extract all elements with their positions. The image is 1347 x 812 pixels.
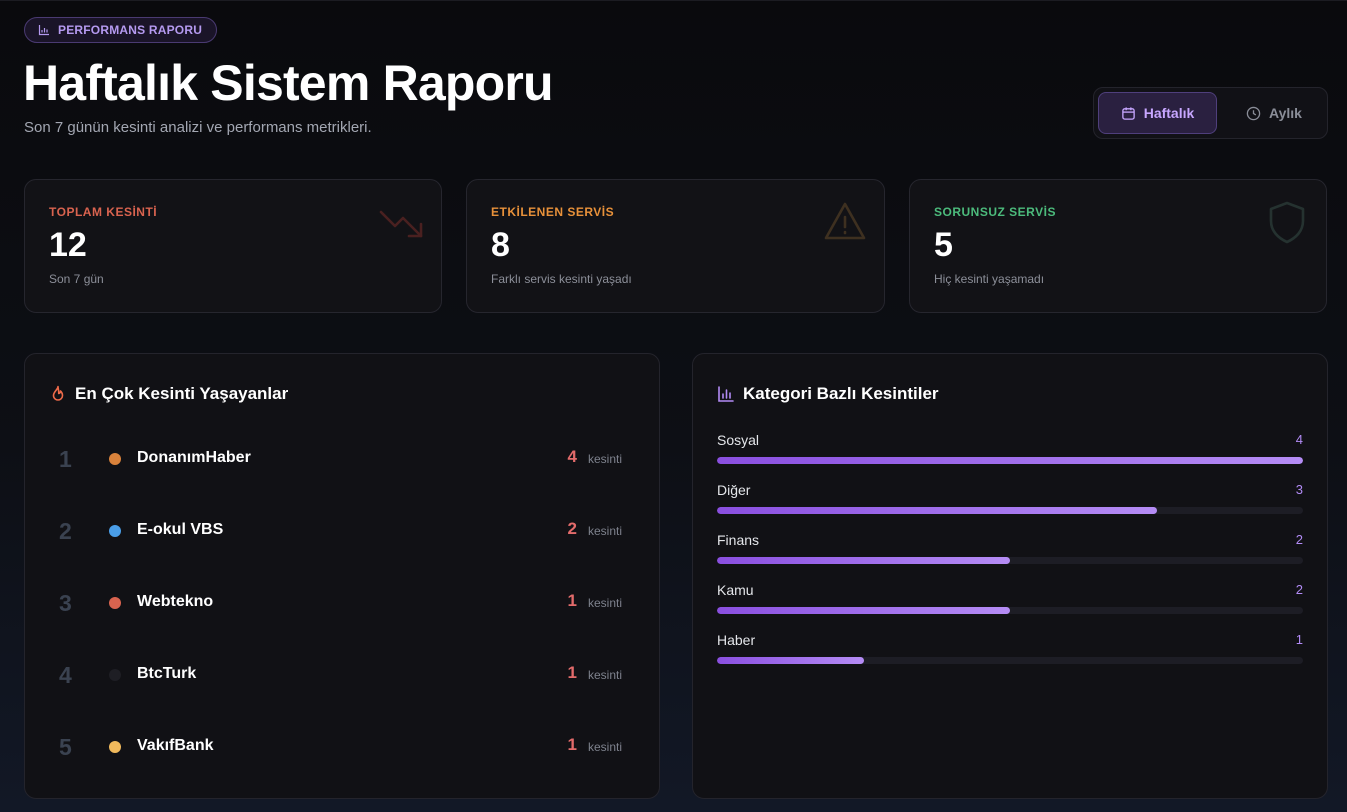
service-color-dot [109,669,121,681]
top-outages-title-text: En Çok Kesinti Yaşayanlar [75,384,289,403]
outage-unit: kesinti [587,740,622,754]
category-bar-track [717,557,1303,564]
list-item[interactable]: 1 DonanımHaber 4 kesinti [25,422,659,494]
category-label: Diğer [717,482,751,498]
service-name: DonanımHaber [137,449,251,466]
category-value: 3 [1295,482,1303,497]
page-subtitle: Son 7 günün kesinti analizi ve performan… [24,119,372,136]
outage-unit: kesinti [587,596,622,610]
list-item[interactable]: 5 VakıfBank 1 kesinti [25,710,659,782]
trending-down-icon [379,210,423,238]
outage-count: 4 [567,447,577,466]
service-color-dot [109,597,121,609]
tab-weekly-label: Haftalık [1143,105,1195,121]
outage-count: 1 [567,735,577,754]
tab-monthly-label: Aylık [1269,105,1302,121]
category-row: Kamu 2 [717,580,1303,630]
categories-panel: Kategori Bazlı Kesintiler Sosyal 4 Diğer 3 F… [692,353,1328,799]
service-name: VakıfBank [137,737,214,754]
category-bar-track [717,607,1303,614]
service-color-dot [109,525,121,537]
badge-label: PERFORMANS RAPORU [58,23,203,37]
service-name: BtcTurk [137,665,197,682]
category-row: Sosyal 4 [717,430,1303,480]
outage-unit: kesinti [587,452,622,466]
top-outages-title: En Çok Kesinti Yaşayanlar [49,384,288,404]
list-item[interactable]: 4 BtcTurk 1 kesinti [25,638,659,710]
rank-number: 1 [59,446,72,472]
top-outages-list: 1 DonanımHaber 4 kesinti 2 E-okul VBS 2 kesinti… [25,422,659,782]
outage-unit: kesinti [587,524,622,538]
bar-chart-icon [718,386,734,402]
category-bar-fill [717,457,1303,464]
outage-count: 2 [567,519,577,538]
stat-value: 8 [491,226,510,264]
stat-card-healthy-services: SORUNSUZ SERVİS 5 Hiç kesinti yaşamadı [909,179,1327,313]
top-border [0,0,1347,1]
category-label: Sosyal [717,432,760,448]
categories-title-text: Kategori Bazlı Kesintiler [743,384,939,403]
category-bar-fill [717,557,1010,564]
list-item[interactable]: 3 Webtekno 1 kesinti [25,566,659,638]
category-value: 1 [1295,632,1303,647]
rank-number: 2 [59,518,72,544]
service-name: E-okul VBS [137,521,224,538]
stat-note: Hiç kesinti yaşamadı [934,272,1045,286]
service-color-dot [109,741,121,753]
page-title: Haftalık Sistem Raporu [23,55,554,111]
rank-number: 5 [59,734,72,760]
stat-value: 5 [934,226,953,264]
category-value: 2 [1295,532,1303,547]
category-value: 2 [1295,582,1303,597]
category-label: Kamu [717,582,754,598]
period-toggle: Haftalık Aylık [1093,87,1328,139]
category-label: Finans [717,532,760,548]
shield-icon [1269,201,1305,244]
stat-card-total-outages: TOPLAM KESİNTİ 12 Son 7 gün [24,179,442,313]
clock-icon [1246,106,1261,120]
category-row: Finans 2 [717,530,1303,580]
category-value: 4 [1295,432,1303,447]
category-bar-fill [717,657,864,664]
bar-chart-icon [38,25,49,36]
stat-note: Son 7 gün [49,272,104,286]
outage-unit: kesinti [587,668,622,682]
categories-title: Kategori Bazlı Kesintiler [717,384,939,404]
flame-icon [52,385,64,401]
stat-label: SORUNSUZ SERVİS [934,205,1056,219]
top-outages-panel: En Çok Kesinti Yaşayanlar 1 DonanımHaber 4… [24,353,660,799]
category-bar-fill [717,607,1010,614]
category-bar-track [717,657,1303,664]
stat-label: TOPLAM KESİNTİ [49,205,158,219]
list-item[interactable]: 2 E-okul VBS 2 kesinti [25,494,659,566]
rank-number: 4 [59,662,72,688]
outage-count: 1 [567,591,577,610]
rank-number: 3 [59,590,72,616]
category-bar-fill [717,507,1157,514]
service-name: Webtekno [137,593,214,610]
categories-list: Sosyal 4 Diğer 3 Finans 2 Kamu 2 Haber 1 [717,430,1303,680]
stat-card-affected-services: ETKİLENEN SERVİS 8 Farklı servis kesinti… [466,179,885,313]
category-bar-track [717,457,1303,464]
category-bar-track [717,507,1303,514]
category-row: Haber 1 [717,630,1303,680]
category-row: Diğer 3 [717,480,1303,530]
tab-monthly[interactable]: Aylık [1225,92,1323,134]
report-badge: PERFORMANS RAPORU [24,17,217,43]
calendar-icon [1121,106,1135,120]
outage-count: 1 [567,663,577,682]
stat-note: Farklı servis kesinti yaşadı [491,272,632,286]
category-label: Haber [717,632,756,648]
stat-label: ETKİLENEN SERVİS [491,205,615,219]
service-color-dot [109,453,121,465]
tab-weekly[interactable]: Haftalık [1098,92,1217,134]
warning-icon [824,202,866,240]
stat-value: 12 [49,226,87,264]
